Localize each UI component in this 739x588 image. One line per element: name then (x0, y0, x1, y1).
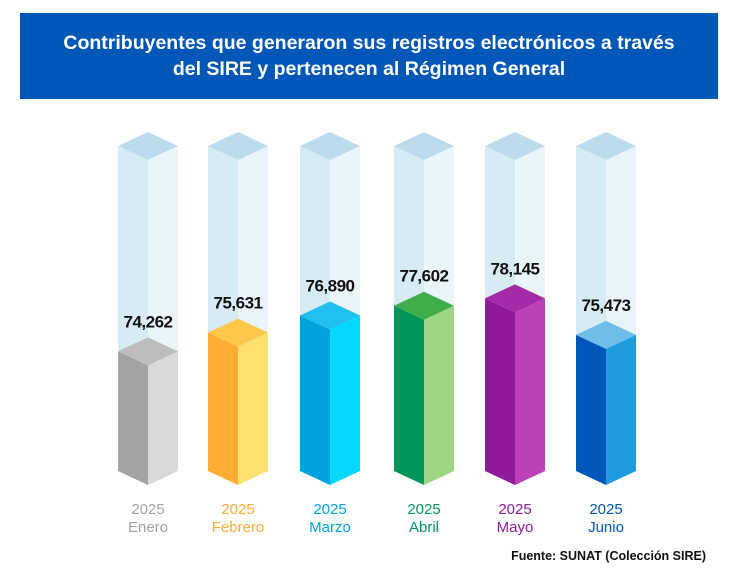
value-label: 75,631 (214, 294, 263, 313)
source: Fuente: SUNAT (Colección SIRE) (511, 549, 706, 563)
x-tick-label: 2025 (498, 501, 531, 518)
bar-right (424, 305, 454, 485)
tube-top (208, 132, 268, 160)
bar-right (606, 334, 636, 485)
x-tick-label: 2025 (131, 501, 164, 518)
bar-right (148, 351, 178, 485)
x-tick-label: Febrero (212, 519, 265, 536)
x-tick-label: Enero (128, 519, 168, 536)
value-label: 74,262 (124, 312, 173, 331)
x-tick-label: Marzo (309, 519, 351, 536)
tube-top (300, 132, 360, 160)
bar-top (576, 320, 636, 349)
bar-right (515, 298, 545, 485)
tube-top (118, 132, 178, 160)
bar-left (300, 315, 330, 485)
tube-top (394, 132, 454, 160)
bar-top (485, 284, 545, 313)
bar-right (238, 332, 268, 485)
x-tick-label: Junio (588, 519, 624, 536)
bar-top (394, 291, 454, 320)
bar-top (208, 318, 268, 347)
x-tick-label: Abril (409, 519, 439, 536)
bar-top (118, 337, 178, 366)
bar-left (394, 305, 424, 485)
bar-top (300, 301, 360, 330)
value-label: 76,890 (306, 276, 355, 295)
value-label: 75,473 (582, 296, 631, 315)
bar-left (208, 332, 238, 485)
tube-top (485, 132, 545, 160)
x-tick-label: Mayo (497, 519, 534, 536)
x-tick-label: 2025 (589, 501, 622, 518)
tube-top (576, 132, 636, 160)
bar-left (118, 351, 148, 485)
x-tick-label: 2025 (407, 501, 440, 518)
bar-right (330, 315, 360, 485)
chart-title: Contribuyentes que generaron sus registr… (20, 13, 718, 99)
value-label: 78,145 (491, 259, 540, 278)
x-tick-label: 2025 (221, 501, 254, 518)
bar-left (576, 334, 606, 485)
x-tick-label: 2025 (313, 501, 346, 518)
value-label: 77,602 (400, 267, 449, 286)
bar-left (485, 298, 515, 485)
